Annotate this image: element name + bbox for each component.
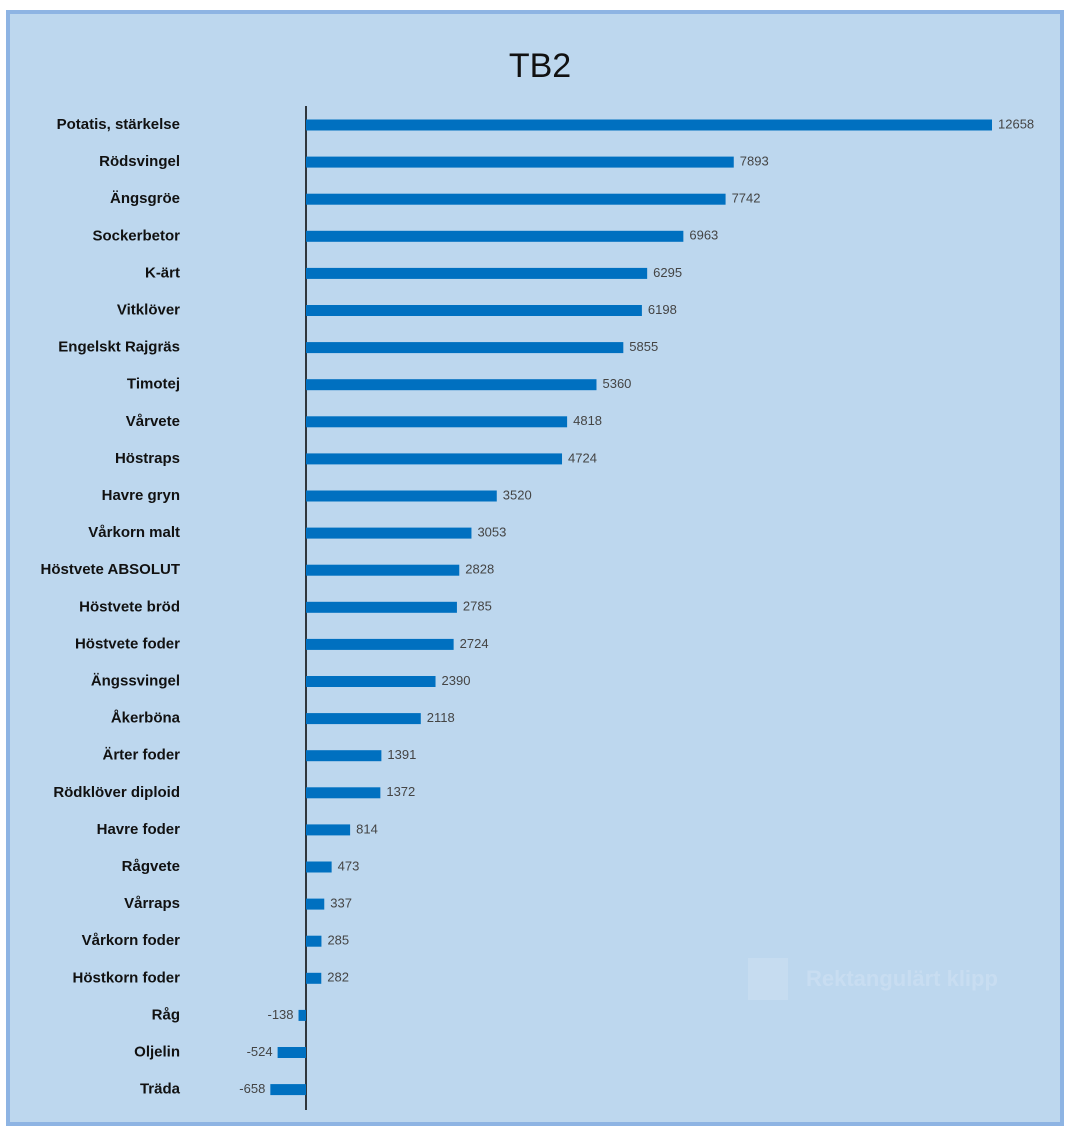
value-label: 2785 bbox=[463, 599, 492, 614]
value-label: 4724 bbox=[568, 450, 597, 465]
value-label: 282 bbox=[327, 970, 349, 985]
value-label: 2828 bbox=[465, 562, 494, 577]
category-label: Oljelin bbox=[134, 1043, 180, 1060]
bar bbox=[306, 973, 321, 984]
bar bbox=[306, 379, 596, 390]
bar bbox=[306, 528, 471, 539]
category-label: K-ärt bbox=[145, 264, 180, 281]
value-label: 2724 bbox=[460, 636, 489, 651]
bar bbox=[306, 824, 350, 835]
value-label: 814 bbox=[356, 821, 378, 836]
category-label: Träda bbox=[140, 1081, 181, 1098]
bar bbox=[306, 750, 381, 761]
bar bbox=[270, 1084, 306, 1095]
value-label: 473 bbox=[338, 858, 360, 873]
category-label: Höstkorn foder bbox=[72, 969, 180, 986]
value-label: 5855 bbox=[629, 339, 658, 354]
bar bbox=[306, 787, 380, 798]
bar bbox=[299, 1010, 306, 1021]
value-label: 337 bbox=[330, 896, 352, 911]
category-label: Havre foder bbox=[97, 821, 181, 838]
bar bbox=[306, 862, 332, 873]
value-label: 3053 bbox=[477, 525, 506, 540]
category-label: Ängsgröe bbox=[110, 190, 180, 207]
category-label: Vårkorn foder bbox=[82, 932, 181, 949]
category-label: Åkerböna bbox=[111, 710, 181, 727]
category-label: Vårraps bbox=[124, 895, 180, 912]
value-label: 5360 bbox=[602, 376, 631, 391]
bar bbox=[306, 342, 623, 353]
value-label: 7893 bbox=[740, 154, 769, 169]
bar bbox=[306, 713, 421, 724]
bar bbox=[306, 676, 436, 687]
category-label: Höstvete bröd bbox=[79, 598, 180, 615]
category-label: Vitklöver bbox=[117, 301, 180, 318]
category-label: Rågvete bbox=[122, 858, 180, 875]
category-label: Vårkorn malt bbox=[88, 524, 180, 541]
category-label: Havre gryn bbox=[102, 487, 180, 504]
value-label: 3520 bbox=[503, 487, 532, 502]
category-label: Timotej bbox=[127, 376, 180, 393]
overlay-annotation: Rektangulärt klipp bbox=[806, 966, 998, 991]
bar bbox=[306, 194, 726, 205]
category-label: Vårvete bbox=[126, 413, 180, 430]
bar bbox=[306, 602, 457, 613]
value-label: 1391 bbox=[387, 747, 416, 762]
value-label: -138 bbox=[267, 1007, 293, 1022]
bar bbox=[306, 491, 497, 502]
value-label: 6295 bbox=[653, 265, 682, 280]
value-label: 6198 bbox=[648, 302, 677, 317]
value-label: 7742 bbox=[732, 191, 761, 206]
value-label: 1372 bbox=[386, 784, 415, 799]
value-label: 12658 bbox=[998, 116, 1034, 131]
bar bbox=[306, 565, 459, 576]
bar bbox=[306, 305, 642, 316]
category-label: Rödklöver diploid bbox=[53, 784, 180, 801]
category-label: Höstvete foder bbox=[75, 635, 180, 652]
bar bbox=[306, 268, 647, 279]
chart-title: TB2 bbox=[509, 47, 571, 85]
category-label: Höstraps bbox=[115, 450, 180, 467]
value-label: 4818 bbox=[573, 413, 602, 428]
value-label: 2390 bbox=[442, 673, 471, 688]
category-label: Rödsvingel bbox=[99, 153, 180, 170]
category-label: Råg bbox=[152, 1006, 180, 1023]
bar bbox=[306, 639, 454, 650]
page: {"chart_data": {"type": "bar", "orientat… bbox=[0, 0, 1068, 1130]
value-label: -524 bbox=[247, 1044, 273, 1059]
bar bbox=[278, 1047, 306, 1058]
bar bbox=[306, 416, 567, 427]
bar bbox=[306, 157, 734, 168]
bar bbox=[306, 231, 683, 242]
category-label: Ärter foder bbox=[102, 747, 180, 764]
category-label: Sockerbetor bbox=[92, 227, 180, 244]
value-label: 2118 bbox=[427, 710, 455, 725]
category-label: Engelskt Rajgräs bbox=[58, 339, 180, 356]
value-label: -658 bbox=[239, 1081, 265, 1096]
chart: Rektangulärt klipp TB2 Potatis, stärkels… bbox=[0, 0, 1068, 1130]
category-label: Ängssvingel bbox=[91, 672, 180, 689]
bar bbox=[306, 936, 321, 947]
bar bbox=[306, 899, 324, 910]
category-label: Potatis, stärkelse bbox=[57, 116, 180, 133]
value-label: 6963 bbox=[689, 228, 718, 243]
overlay-icon bbox=[748, 958, 788, 1000]
value-label: 285 bbox=[327, 933, 349, 948]
bar bbox=[306, 453, 562, 464]
bar bbox=[306, 120, 992, 131]
category-label: Höstvete ABSOLUT bbox=[41, 561, 180, 578]
